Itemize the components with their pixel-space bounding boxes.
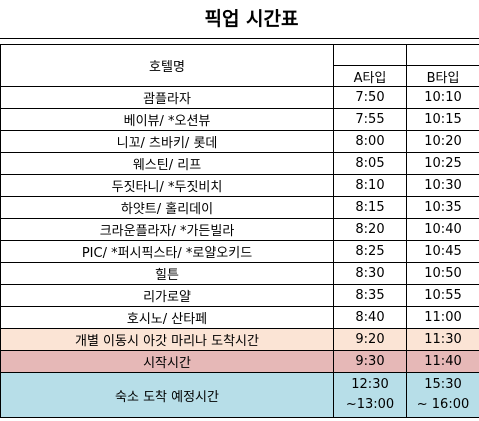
hotel-cell: 두짓타니/ *두짓비치 xyxy=(0,174,334,197)
table-row: 호시노/ 산타페 8:40 11:00 xyxy=(0,306,479,329)
a-time-cell: 8:20 xyxy=(333,218,407,241)
a-type-column-header: A타입 xyxy=(333,65,407,87)
table-row: 웨스틴/ 리프 8:05 10:25 xyxy=(0,152,479,175)
a-arrival-cell: 12:30 ~13:00 xyxy=(333,372,407,418)
table-row: 두짓타니/ *두짓비치 8:10 10:30 xyxy=(0,174,479,197)
hotel-cell: 니꼬/ 츠바키/ 롯데 xyxy=(0,130,334,153)
b-time-cell: 11:40 xyxy=(406,350,479,373)
b-time-cell: 11:00 xyxy=(406,306,479,329)
marina-arrival-row: 개별 이동시 아갓 마리나 도착시간 9:20 11:30 xyxy=(0,328,479,351)
table-row: 크라운플라자/ *가든빌라 8:20 10:40 xyxy=(0,218,479,241)
blank-header-cell xyxy=(406,44,479,66)
table-row: 베이뷰/ *오션뷰 7:55 10:15 xyxy=(0,108,479,131)
hotel-cell: 하얏트/ 홀리데이 xyxy=(0,196,334,219)
a-arrival-end: ~13:00 xyxy=(345,397,395,412)
table-row: 니꼬/ 츠바키/ 롯데 8:00 10:20 xyxy=(0,130,479,153)
arrival-label-cell: 숙소 도착 예정시간 xyxy=(0,372,334,418)
page-title: 픽업 시간표 xyxy=(204,8,299,30)
hotel-cell: PIC/ *퍼시픽스타/ *로얄오키드 xyxy=(0,240,334,263)
b-time-cell: 11:30 xyxy=(406,328,479,351)
hotel-cell: 괌플라자 xyxy=(0,86,334,109)
b-time-cell: 10:40 xyxy=(406,218,479,241)
start-time-row: 시작시간 9:30 11:40 xyxy=(0,350,479,373)
a-time-cell: 8:10 xyxy=(333,174,407,197)
b-time-cell: 10:50 xyxy=(406,262,479,285)
a-time-cell: 7:50 xyxy=(333,86,407,109)
hotel-cell: 베이뷰/ *오션뷰 xyxy=(0,108,334,131)
blank-header-cell xyxy=(333,44,407,66)
b-type-column-header: B타입 xyxy=(406,65,479,87)
hotel-cell: 웨스틴/ 리프 xyxy=(0,152,334,175)
a-time-cell: 8:35 xyxy=(333,284,407,307)
a-time-cell: 8:15 xyxy=(333,196,407,219)
a-time-cell: 8:00 xyxy=(333,130,407,153)
hotel-column-header: 호텔명 xyxy=(0,44,334,87)
b-time-cell: 10:45 xyxy=(406,240,479,263)
hotel-arrival-row: 숙소 도착 예정시간 12:30 ~13:00 15:30 ~ 16:00 xyxy=(0,372,479,418)
a-time-cell: 9:20 xyxy=(333,328,407,351)
b-time-cell: 10:20 xyxy=(406,130,479,153)
b-time-cell: 10:15 xyxy=(406,108,479,131)
a-time-cell: 8:05 xyxy=(333,152,407,175)
hotel-cell: 리가로얄 xyxy=(0,284,334,307)
a-time-cell: 8:40 xyxy=(333,306,407,329)
b-time-cell: 10:25 xyxy=(406,152,479,175)
a-arrival-start: 12:30 xyxy=(351,377,389,392)
b-arrival-end: ~ 16:00 xyxy=(416,397,470,412)
table-row: PIC/ *퍼시픽스타/ *로얄오키드 8:25 10:45 xyxy=(0,240,479,263)
b-time-cell: 10:30 xyxy=(406,174,479,197)
b-arrival-start: 15:30 xyxy=(424,377,462,392)
hotel-cell: 개별 이동시 아갓 마리나 도착시간 xyxy=(0,328,334,351)
a-time-cell: 8:30 xyxy=(333,262,407,285)
b-time-cell: 10:55 xyxy=(406,284,479,307)
table-row: 힐튼 8:30 10:50 xyxy=(0,262,479,285)
table-header-row: 호텔명 xyxy=(0,44,479,87)
a-time-cell: 9:30 xyxy=(333,350,407,373)
hotel-cell: 힐튼 xyxy=(0,262,334,285)
hotel-cell: 크라운플라자/ *가든빌라 xyxy=(0,218,334,241)
hotel-cell: 시작시간 xyxy=(0,350,334,373)
table-row: 괌플라자 7:50 10:10 xyxy=(0,86,479,109)
a-time-cell: 8:25 xyxy=(333,240,407,263)
title-divider xyxy=(0,38,479,39)
a-time-cell: 7:55 xyxy=(333,108,407,131)
hotel-cell: 호시노/ 산타페 xyxy=(0,306,334,329)
b-time-cell: 10:10 xyxy=(406,86,479,109)
table-row: 리가로얄 8:35 10:55 xyxy=(0,284,479,307)
b-time-cell: 10:35 xyxy=(406,196,479,219)
table-row: 하얏트/ 홀리데이 8:15 10:35 xyxy=(0,196,479,219)
pickup-schedule-table: 호텔명 A타입 B타입 괌플라자 7:50 10:10 베이뷰/ *오션뷰 7:… xyxy=(0,44,479,418)
b-arrival-cell: 15:30 ~ 16:00 xyxy=(406,372,479,418)
